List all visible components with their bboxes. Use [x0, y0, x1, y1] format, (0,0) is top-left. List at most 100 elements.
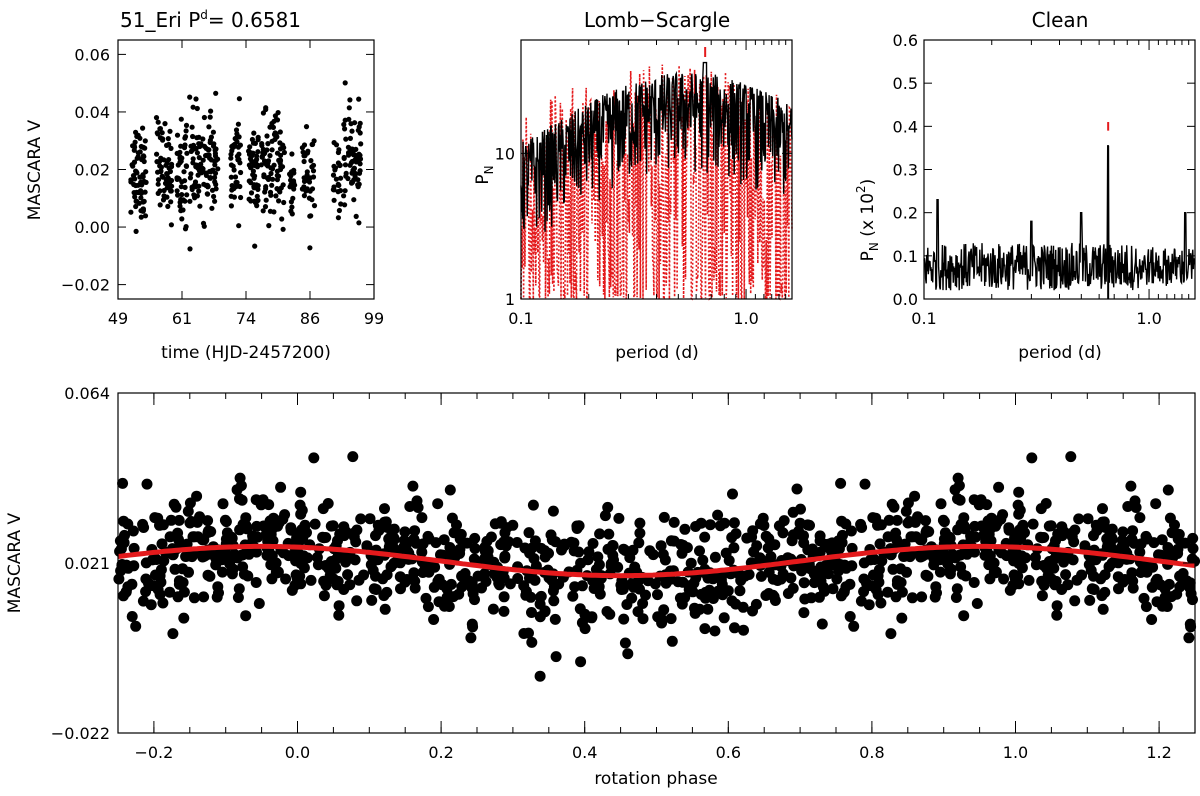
timeseries-point: [229, 148, 235, 154]
timeseries-point: [194, 150, 200, 156]
phase-point: [280, 573, 292, 585]
timeseries-point: [268, 165, 274, 171]
phase-ytick-label: 0.064: [64, 384, 110, 403]
phase-point: [679, 523, 691, 535]
phase-point: [844, 611, 856, 622]
timeseries-point: [155, 131, 161, 137]
phase-point: [268, 512, 279, 524]
phase-point: [180, 551, 192, 562]
clean-ytick-label: 0.4: [893, 117, 918, 136]
phase-point: [279, 509, 291, 521]
timeseries-point: [304, 169, 310, 175]
phase-xtick-label: 1.0: [1003, 743, 1028, 762]
timeseries-point: [199, 168, 205, 174]
phase-point: [493, 577, 505, 589]
timeseries-point: [212, 150, 218, 157]
timeseries-point: [272, 136, 278, 142]
phase-point: [769, 595, 781, 606]
timeseries-point: [271, 131, 278, 138]
phase-point: [655, 540, 667, 552]
timeseries-xtick-label: 61: [172, 309, 192, 328]
timeseries-point: [309, 164, 315, 170]
phase-point: [198, 591, 210, 603]
phase-point: [511, 537, 523, 548]
timeseries-point: [250, 140, 257, 146]
phase-point: [547, 505, 559, 517]
phase-point: [1129, 495, 1141, 507]
phase-point: [301, 527, 312, 539]
phase-point: [685, 557, 697, 569]
timeseries-point: [160, 197, 167, 203]
phase-point: [968, 577, 980, 588]
phase-point: [298, 550, 310, 562]
timeseries-point: [267, 153, 273, 159]
phase-point: [586, 611, 598, 623]
lomb-scargle-title: Lomb−Scargle: [584, 8, 730, 32]
timeseries-ytick-label: 0.00: [74, 218, 110, 237]
timeseries-point: [254, 203, 260, 209]
timeseries-point: [233, 127, 240, 133]
timeseries-point: [269, 182, 275, 188]
timeseries-point: [168, 199, 174, 205]
phase-point: [119, 529, 130, 541]
phase-point: [409, 575, 421, 587]
timeseries-point: [140, 125, 146, 131]
timeseries-point: [188, 171, 194, 177]
phase-point: [1128, 537, 1140, 549]
phase-point: [665, 613, 677, 625]
phase-point: [772, 575, 784, 586]
timeseries-point: [155, 169, 161, 175]
timeseries-point: [168, 145, 174, 151]
timeseries-point: [133, 203, 139, 210]
phase-point: [746, 531, 758, 543]
phase-fit-curve: [117, 543, 1196, 579]
timeseries-point: [337, 162, 343, 168]
timeseries-point: [247, 156, 253, 162]
phase-ylabel: MASCARA V: [5, 512, 25, 613]
timeseries-point: [342, 202, 348, 208]
phase-point: [1091, 525, 1103, 536]
timeseries-point: [356, 96, 362, 102]
phase-point: [666, 635, 678, 647]
phase-point: [695, 588, 707, 600]
phase-point: [395, 583, 406, 595]
timeseries-point: [250, 168, 256, 174]
timeseries-point: [255, 134, 261, 140]
phase-point: [1016, 550, 1028, 562]
phase-point: [270, 557, 282, 569]
phase-point: [379, 603, 391, 615]
timeseries-point: [174, 176, 180, 182]
timeseries-point: [198, 161, 204, 167]
timeseries-point: [274, 177, 280, 183]
timeseries-point: [182, 226, 189, 232]
phase-point: [333, 609, 345, 621]
phase-point: [890, 527, 902, 539]
phase-point: [1187, 532, 1199, 544]
timeseries-point: [264, 133, 270, 139]
phase-point: [468, 553, 480, 565]
phase-point: [985, 535, 997, 547]
timeseries-point: [138, 195, 144, 201]
phase-point: [729, 622, 740, 634]
timeseries-point: [263, 160, 269, 166]
timeseries-point: [187, 175, 193, 181]
phase-point: [637, 613, 649, 625]
timeseries-point: [342, 162, 349, 168]
timeseries-point: [205, 184, 211, 190]
timeseries-point: [356, 124, 362, 130]
phase-point: [191, 516, 203, 528]
timeseries-point: [289, 211, 295, 217]
timeseries-point: [183, 122, 190, 128]
timeseries-point: [301, 142, 308, 148]
lomb-scargle-ticks: 0.1 1.0 1 10: [495, 40, 792, 328]
phase-point: [607, 549, 619, 561]
phase-point: [409, 525, 421, 537]
phase-point: [155, 564, 167, 576]
timeseries-point: [155, 177, 162, 183]
phase-point: [338, 521, 350, 533]
timeseries-point: [259, 141, 265, 147]
phase-point: [525, 591, 537, 603]
clean-ytick-label: 0.5: [893, 74, 918, 93]
phase-point: [115, 543, 127, 555]
phase-point: [278, 547, 289, 559]
